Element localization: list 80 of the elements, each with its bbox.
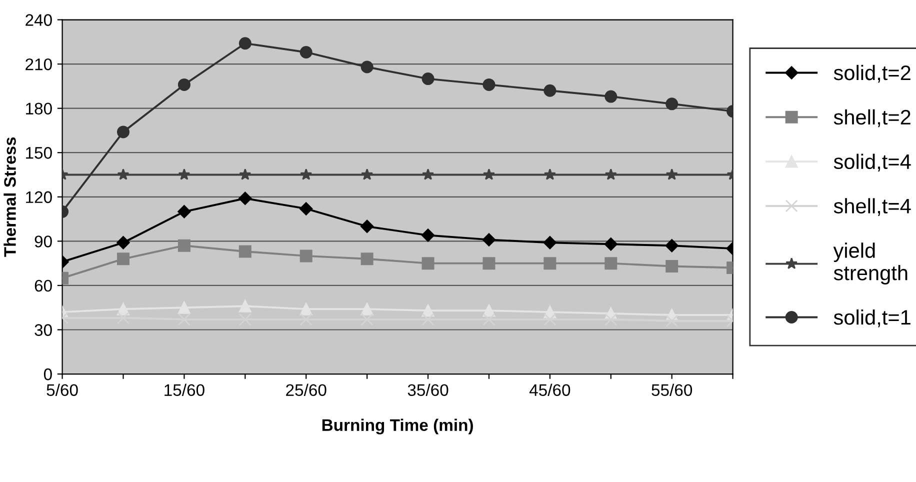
y-tick-label: 180 [26,102,52,115]
point [604,313,618,326]
point [422,304,434,317]
point [482,257,496,270]
y-tick-label: 210 [26,58,52,70]
point [422,313,434,326]
point [238,192,252,205]
point [178,313,190,326]
point [117,168,130,180]
point [360,60,374,74]
legend-label: solid,t=1 [834,309,910,328]
legend-label: shell,t=2 [834,109,910,128]
point [239,168,252,180]
point [544,168,556,180]
point [482,78,496,91]
point [178,78,190,91]
y-axis-title: Thermal Stress [4,137,16,257]
point [544,257,556,270]
point [666,168,678,180]
legend-label: solid,t=2 [834,64,910,83]
x-tick-label: 45/60 [529,384,570,396]
point [238,313,252,326]
x-tick-label: 55/60 [652,384,692,396]
y-tick-label: 150 [26,147,52,159]
point [666,260,678,273]
point [483,168,495,180]
point [300,46,312,58]
point [544,313,556,326]
legend-label: yield strength [833,242,908,284]
point [300,168,312,180]
point [543,236,557,250]
point [178,205,191,218]
x-axis-title: Burning Time (min) [322,418,473,434]
point [360,220,374,234]
point [604,90,618,103]
point [604,168,617,180]
point [300,202,313,216]
y-tick-label: 60 [34,280,52,292]
point [116,302,130,316]
point [544,84,556,97]
point [300,313,312,326]
point [482,313,496,326]
point [421,228,435,242]
x-tick-label: 25/60 [286,384,326,396]
point [360,252,374,266]
x-tick-label: 5/60 [46,384,78,396]
y-tick-label: 120 [26,191,52,204]
point [238,300,252,312]
y-tick-label: 240 [26,14,52,26]
y-tick-label: 30 [34,324,52,336]
point [178,239,190,252]
point [665,239,678,252]
point [360,313,374,326]
point [178,168,190,180]
y-tick-label: 90 [34,236,52,248]
point [422,168,434,180]
point [604,257,618,270]
point [482,304,496,317]
point [360,302,374,316]
point [666,314,678,328]
point [482,233,496,246]
point [238,37,252,50]
point [178,301,190,314]
point [422,72,434,86]
point [116,126,130,138]
point [300,250,312,262]
point [116,312,130,324]
y-tick-label: 0 [44,368,52,380]
point [361,168,374,180]
point [238,245,252,258]
point [604,238,618,251]
point [300,302,312,316]
x-tick-label: 15/60 [164,384,204,396]
point [422,257,434,270]
legend-label: solid,t=4 [834,154,911,172]
x-tick-label: 35/60 [408,384,448,396]
point [116,252,130,266]
legend-label: shell,t=4 [834,198,911,216]
point [666,98,678,110]
point [116,236,130,250]
